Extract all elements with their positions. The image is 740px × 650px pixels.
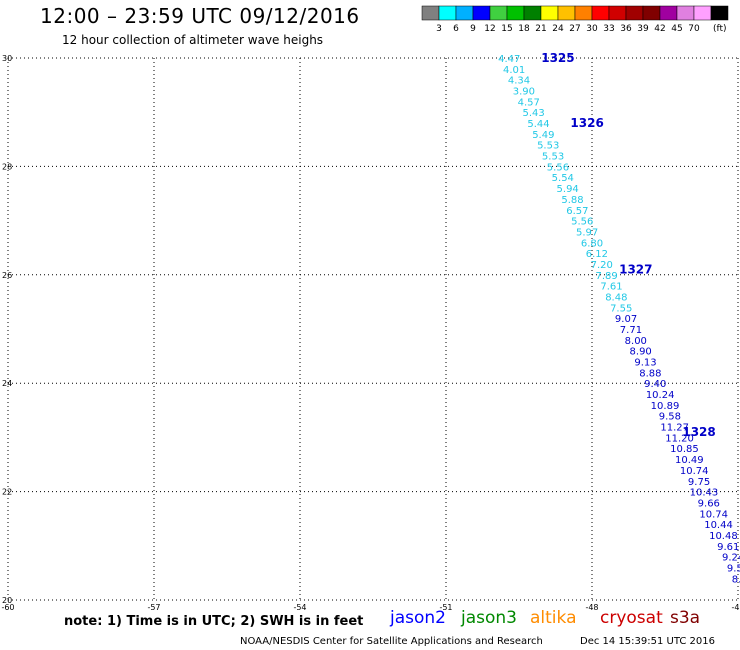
swh-value: 10.74	[680, 466, 709, 477]
lat-tick-label: 20	[2, 596, 12, 605]
legend-s3a: s3a	[670, 608, 701, 628]
colorbar-label: 3	[436, 24, 442, 34]
colorbar-label: 36	[620, 24, 632, 34]
page-subtitle: 12 hour collection of altimeter wave hei…	[62, 33, 324, 47]
swh-value: 10.44	[704, 520, 733, 531]
colorbar-label: 24	[552, 24, 564, 34]
track-pass-label: 1325	[541, 51, 574, 65]
lon-tick-label: -45	[731, 603, 740, 612]
timestamp-text: Dec 14 15:39:51 UTC 2016	[580, 636, 715, 647]
colorbar-label: 21	[535, 24, 546, 34]
swh-value: 4.34	[508, 76, 530, 87]
swh-value: 10.85	[670, 444, 699, 455]
colorbar-label: 27	[569, 24, 580, 34]
swh-value: 10.89	[651, 401, 680, 412]
lat-tick-label: 30	[2, 54, 12, 63]
lon-tick-label: -51	[439, 603, 452, 612]
footer-note: note: 1) Time is in UTC; 2) SWH is in fe…	[64, 614, 364, 629]
swh-value: 5.53	[542, 152, 564, 163]
swh-value: 7.55	[610, 303, 632, 314]
swh-value: 5.43	[522, 108, 544, 119]
swh-value: 7.89	[595, 271, 617, 282]
colorbar-label: 15	[501, 24, 512, 34]
lat-tick-label: 26	[2, 271, 12, 280]
swh-value: 9.55	[727, 563, 740, 574]
swh-value: 9.13	[634, 358, 656, 369]
colorbar-label: 39	[637, 24, 649, 34]
swh-value: 9.75	[688, 477, 710, 488]
color-scale-bar: 3 6 9 12 15 18 21 24 27 30 33 36 39 42 45 70 (ft)	[421, 5, 729, 34]
swh-value: 6.57	[566, 206, 588, 217]
colorbar-label: 6	[453, 24, 459, 34]
swh-value: 7.61	[600, 282, 622, 293]
swh-value: 9.61	[717, 542, 739, 553]
lat-tick-label: 28	[2, 162, 12, 171]
swh-value: 11.27	[660, 423, 689, 434]
lat-tick-label: 24	[2, 379, 12, 388]
colorbar-label: 18	[518, 24, 530, 34]
colorbar-label: 70	[688, 24, 700, 34]
legend-jason3: jason3	[461, 608, 517, 628]
swh-value: 9.66	[698, 498, 720, 509]
lon-tick-label: -48	[585, 603, 598, 612]
swh-value: 9.58	[659, 412, 681, 423]
colorbar-unit: (ft)	[713, 24, 727, 34]
swh-value: 8.48	[605, 292, 627, 303]
swh-value: 7.20	[591, 260, 613, 271]
colorbar-label: 9	[470, 24, 476, 34]
swh-value: 3.90	[513, 87, 535, 98]
legend-cryosat: cryosat	[600, 608, 663, 628]
track-pass-label: 1327	[619, 262, 652, 276]
swh-value: 5.88	[561, 195, 583, 206]
swh-value: 11.20	[665, 433, 694, 444]
track-pass-label: 1328	[682, 425, 715, 439]
credit-text: NOAA/NESDIS Center for Satellite Applica…	[240, 636, 543, 647]
swh-value: 10.48	[709, 531, 738, 542]
swh-value: 10.74	[699, 509, 728, 520]
swh-value: 10.24	[646, 390, 675, 401]
swh-value: 5.49	[532, 130, 554, 141]
swh-value: 9.40	[644, 379, 666, 390]
swh-value: 4.01	[503, 65, 525, 76]
swh-value: 5.94	[557, 184, 579, 195]
swh-value: 5.97	[576, 227, 598, 238]
swh-value: 5.53	[537, 141, 559, 152]
lon-tick-label: -54	[293, 603, 306, 612]
colorbar-swatch	[710, 5, 729, 21]
swh-value: 5.56	[571, 217, 593, 228]
lon-tick-label: -60	[1, 603, 14, 612]
lat-tick-label: 22	[2, 488, 12, 497]
colorbar-label: 45	[671, 24, 682, 34]
swh-value: 9.24	[722, 553, 740, 564]
swh-value: 4.47	[498, 54, 520, 65]
swh-value: 10.43	[690, 488, 719, 499]
legend-jason2: jason2	[390, 608, 446, 628]
track-pass-label: 1326	[570, 116, 603, 130]
swh-value: 8.85	[732, 574, 740, 585]
swh-value: 7.71	[620, 325, 642, 336]
swh-value: 6.80	[581, 238, 603, 249]
page-title: 12:00 – 23:59 UTC 09/12/2016	[40, 4, 360, 28]
colorbar-label: 42	[654, 24, 665, 34]
swh-value: 5.54	[552, 173, 574, 184]
swh-value: 8.90	[630, 347, 652, 358]
colorbar-label: 12	[484, 24, 495, 34]
colorbar-label: 33	[603, 24, 614, 34]
swh-value: 8.00	[625, 336, 647, 347]
lon-tick-label: -57	[147, 603, 160, 612]
swh-value: 10.49	[675, 455, 704, 466]
legend-altika: altika	[530, 608, 577, 628]
swh-value: 8.88	[639, 368, 661, 379]
swh-value: 6.12	[586, 249, 608, 260]
swh-value: 4.57	[518, 97, 540, 108]
colorbar-label: 30	[586, 24, 598, 34]
swh-value: 9.07	[615, 314, 637, 325]
swh-value: 5.44	[527, 119, 549, 130]
swh-value: 5.56	[547, 162, 569, 173]
altimeter-map[interactable]: -60-57-54-51-48-45302826242220 4.474.014…	[0, 0, 740, 612]
